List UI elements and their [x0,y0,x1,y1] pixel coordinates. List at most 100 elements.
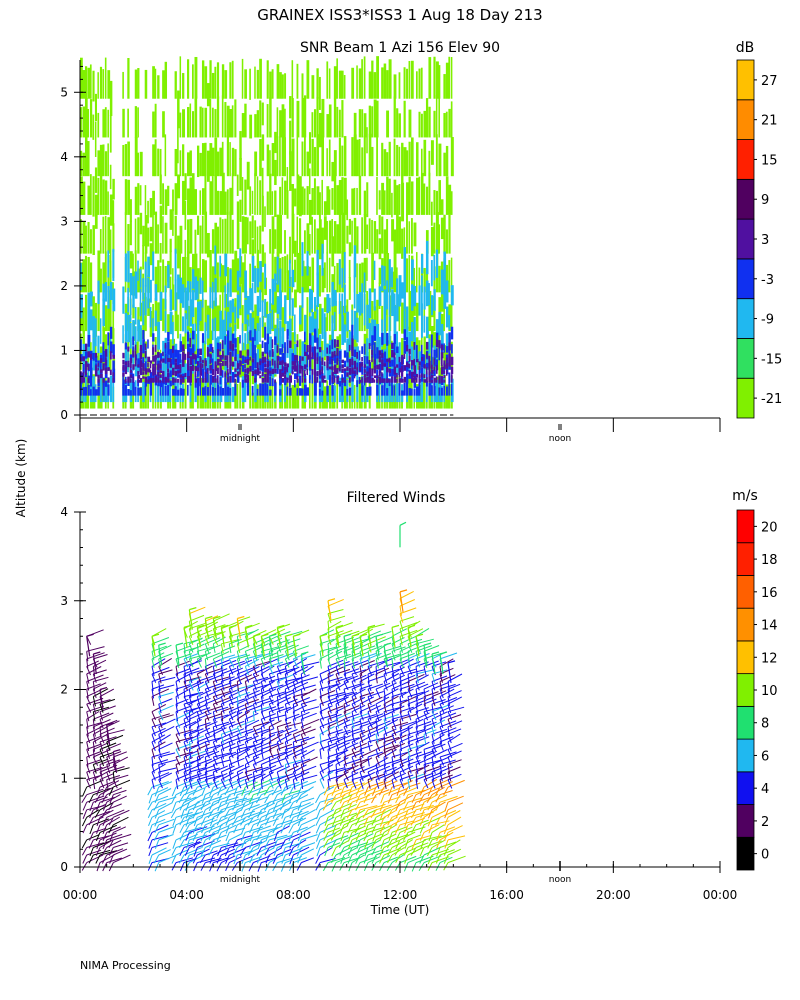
wind-barb [213,795,231,803]
wind-barb-flag [170,809,177,819]
wind-barb [327,650,343,660]
wind-barb-top [244,627,249,648]
snr-cell [132,320,135,340]
snr-cell [229,211,232,254]
snr-cell [326,294,330,314]
wind-barb [343,764,359,773]
wind-barb-top [319,636,324,657]
wind-barb [221,621,238,630]
snr-cell [167,331,170,342]
snr-cell [224,336,226,345]
wind-barb [293,704,308,713]
wind-barb-flag [276,651,280,662]
snr-cell [129,294,132,322]
snr-cell [328,345,331,354]
snr-cell [383,351,387,358]
snr-cell [249,313,253,334]
snr-cell [401,338,404,372]
snr-cell [274,382,277,396]
wind-barb-flag [276,749,281,759]
snr-cell [209,355,213,363]
snr-cell [89,353,92,361]
snr-cell [266,374,269,383]
wind-barb-flag [183,756,188,767]
wind-barb-top [183,627,188,648]
wind-barb-top [92,653,97,675]
snr-cell [127,388,131,396]
snr-cell [196,361,199,366]
snr-cell [363,299,366,326]
snr-cell [304,134,306,177]
snr-cell [353,134,357,177]
wind-barb-flag [228,688,234,699]
wind-barb-flag [292,651,298,660]
wind-barb-flag [217,802,222,812]
snr-cell [109,260,112,299]
wind-barb [106,729,125,735]
snr-cell [231,60,234,99]
snr-cell [104,385,108,403]
wind-barb-flag [407,643,413,653]
snr-cell [87,378,90,383]
wind-barb [285,676,303,682]
snr-cell [301,287,304,308]
wind-barb-flag [264,847,270,856]
snr-cell [142,245,145,270]
snr-cell [341,70,344,99]
wind-barb-flag [426,794,433,803]
wind-barb-flag [184,854,190,864]
wind-barb [423,743,442,750]
snr-cell [328,220,332,254]
wind-barb-flag [327,703,332,714]
snr-cell [316,272,320,308]
snr-cell [411,346,414,372]
snr-cell [89,367,93,378]
wind-barb-flag [212,688,218,699]
snr-cell [169,349,173,359]
wind-barb [269,729,284,735]
wind-barb-flag [419,817,425,827]
snr-cell [435,376,438,383]
wind-barb [301,661,320,667]
snr-cell [376,384,379,396]
snr-cell [189,348,193,356]
wind-barb-flag [102,786,108,796]
snr-cell [221,172,225,215]
snr-cell [234,383,237,396]
snr-cell [333,350,336,357]
wind-barb-flag [158,666,164,676]
wind-barb-flag [109,832,114,842]
wind-barb-flag [300,673,303,684]
snr-cell [211,281,214,310]
snr-cell [368,362,372,372]
snr-cell [169,238,172,253]
snr-cell [348,242,352,257]
snr-cell [338,213,342,254]
wind-barb-flag [415,689,419,699]
snr-cell [107,143,109,177]
wind-barb-flag [185,802,190,812]
wind-barb-flag [201,786,206,796]
snr-cell [249,263,252,293]
snr-cell [388,360,392,367]
wind-barb [245,682,261,690]
wind-barb-flag [175,696,178,707]
wind-barb-flag [335,726,339,736]
wind-barb-flag [439,764,443,774]
wind-barb-flag [375,711,380,721]
snr-cell [411,377,414,383]
wind-barb-flag [260,764,264,774]
snr-cell [127,58,130,99]
wind-barb-flag [204,711,210,721]
snr-cell [306,186,309,215]
wind-barb-flag [419,854,425,864]
snr-cell [411,137,414,177]
snr-cell [249,342,252,357]
wind-barb-flag [82,854,88,864]
snr-cell [214,222,218,254]
snr-cell [373,99,377,138]
snr-cell [244,368,247,373]
snr-cell [281,327,285,348]
snr-cell [189,337,192,348]
wind-barb-flag [391,734,397,744]
